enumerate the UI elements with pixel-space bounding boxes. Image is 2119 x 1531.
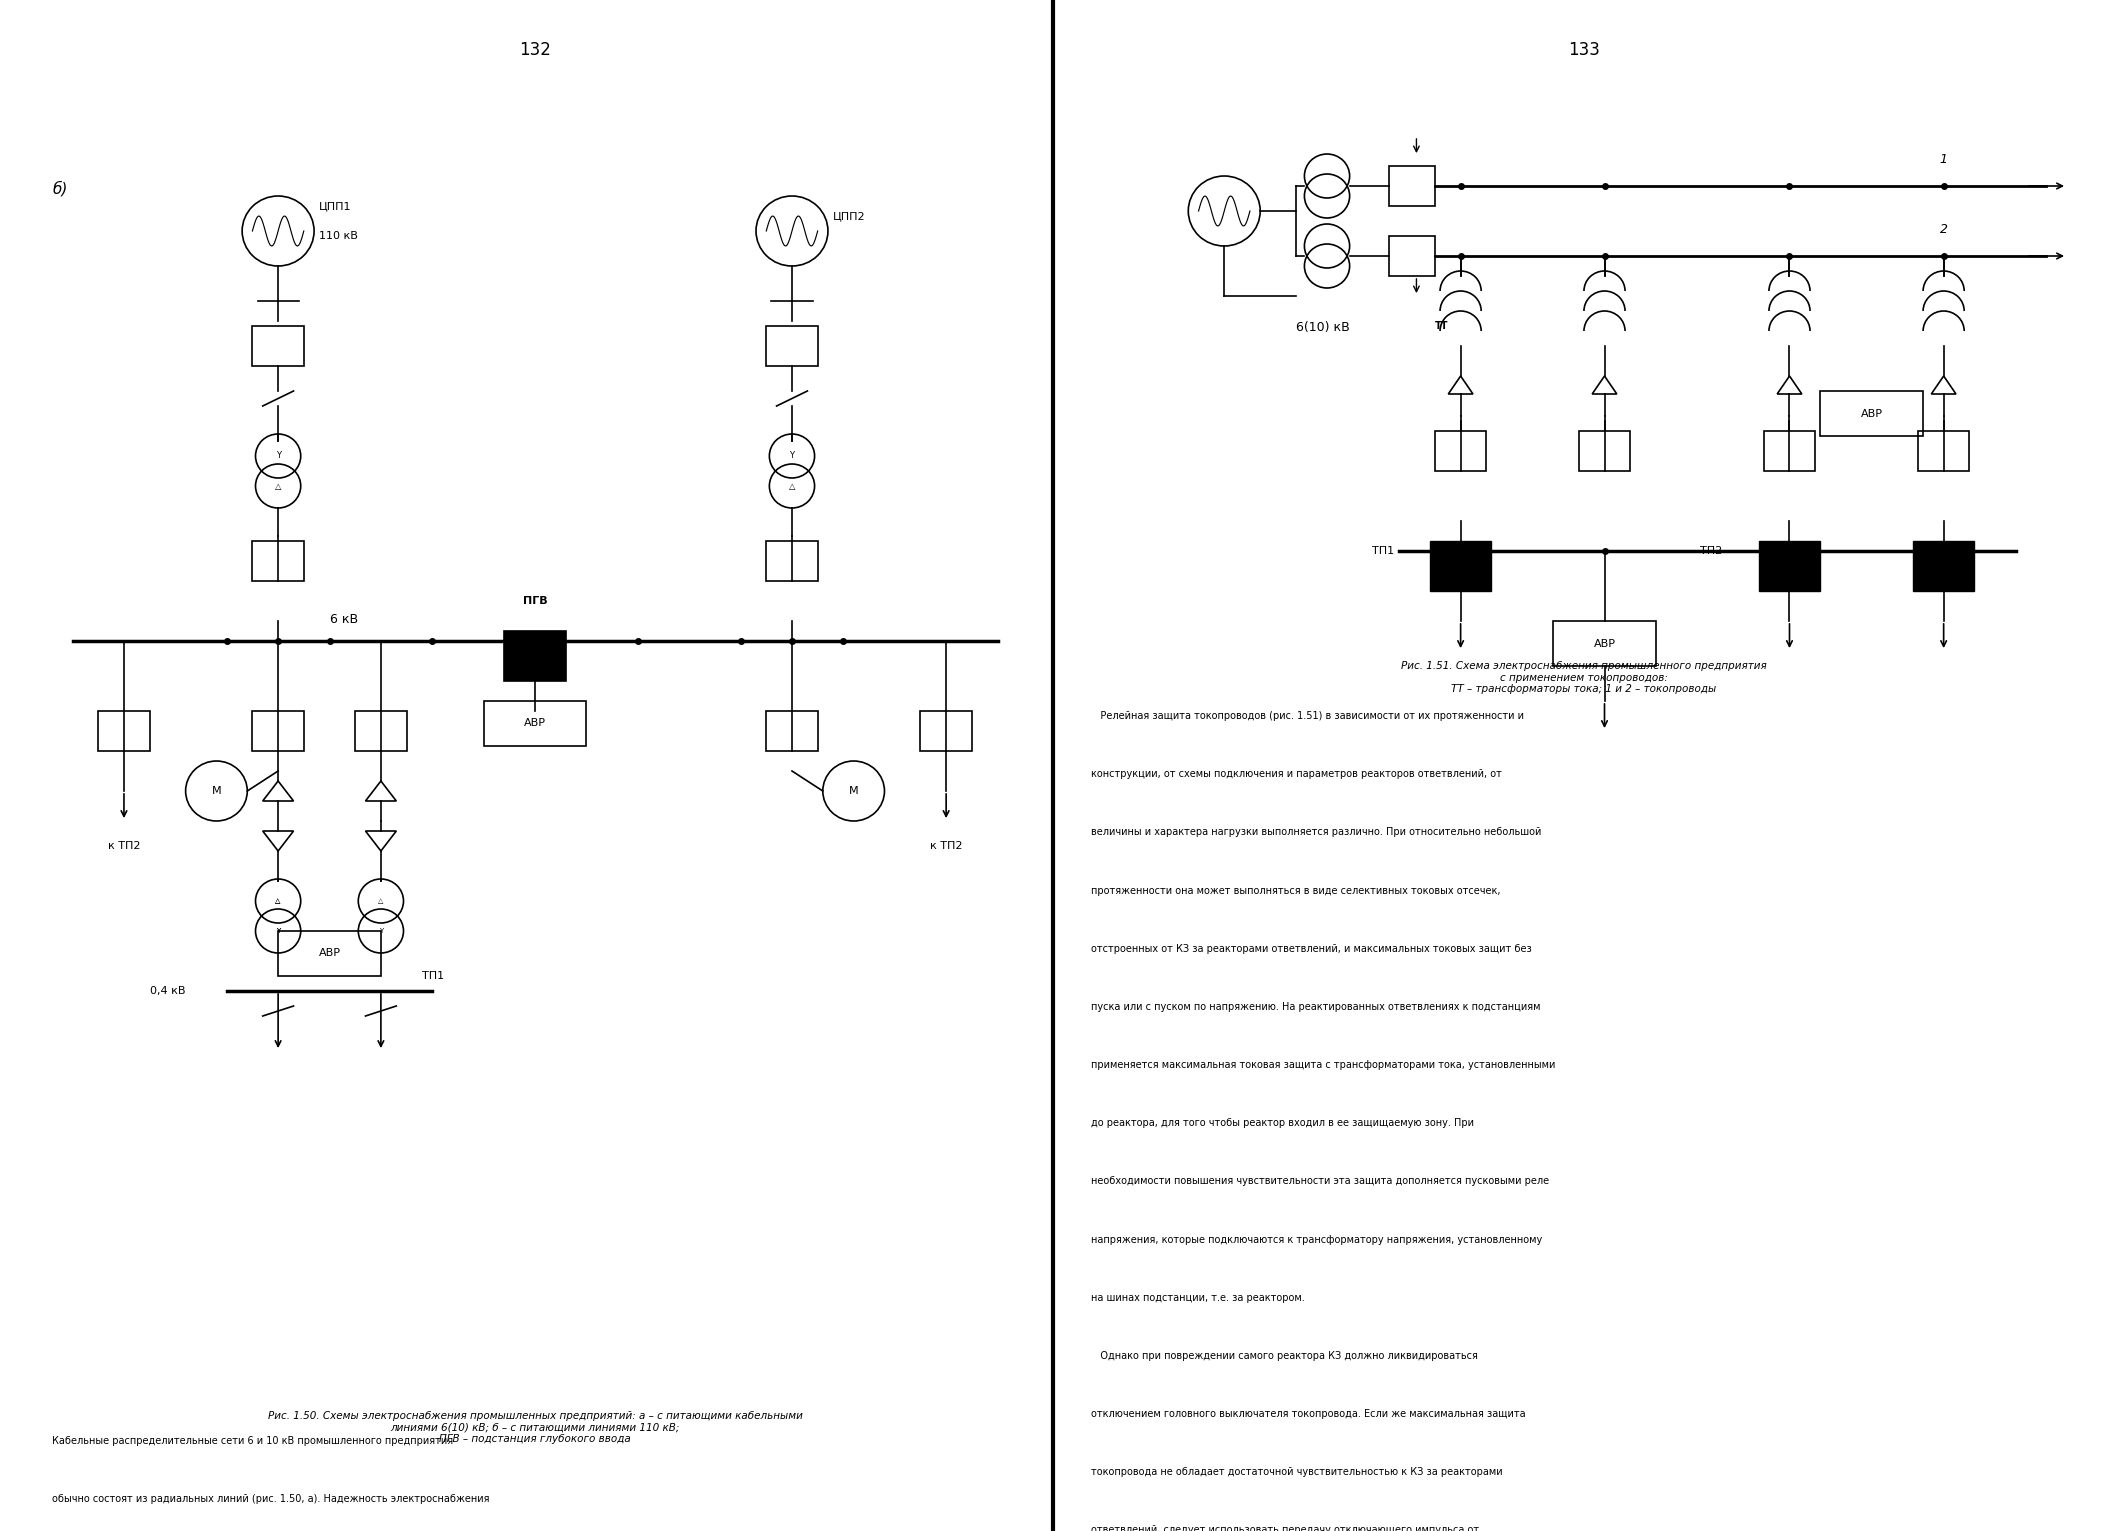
Bar xyxy=(252,710,303,752)
Text: Однако при повреждении самого реактора КЗ должно ликвидироваться: Однако при повреждении самого реактора К… xyxy=(1091,1350,1477,1361)
Text: ТТ: ТТ xyxy=(1435,322,1449,331)
Text: M: M xyxy=(850,785,858,796)
Text: обычно состоят из радиальных линий (рис. 1.50, а). Надежность электроснабжения: обычно состоят из радиальных линий (рис.… xyxy=(53,1494,489,1503)
Text: △: △ xyxy=(275,482,282,490)
Polygon shape xyxy=(1778,377,1801,393)
Text: б): б) xyxy=(53,181,68,196)
Text: АВР: АВР xyxy=(523,718,547,729)
Polygon shape xyxy=(364,781,396,801)
Text: АВР: АВР xyxy=(318,948,341,958)
Polygon shape xyxy=(1930,377,1956,393)
Text: до реактора, для того чтобы реактор входил в ее защищаемую зону. При: до реактора, для того чтобы реактор вход… xyxy=(1091,1118,1473,1128)
Text: Y: Y xyxy=(275,928,280,934)
Text: △: △ xyxy=(377,899,384,903)
Text: Y: Y xyxy=(379,928,384,934)
Text: Кабельные распределительные сети 6 и 10 кВ промышленного предприятия: Кабельные распределительные сети 6 и 10 … xyxy=(53,1436,453,1445)
Polygon shape xyxy=(1591,377,1617,393)
Bar xyxy=(278,931,381,975)
Polygon shape xyxy=(263,781,295,801)
Text: M: M xyxy=(212,785,220,796)
Polygon shape xyxy=(364,831,396,851)
Bar xyxy=(97,710,150,752)
Text: Y: Y xyxy=(790,452,795,461)
Text: △: △ xyxy=(788,482,795,490)
Text: к ТП2: к ТП2 xyxy=(108,841,140,851)
Text: необходимости повышения чувствительности эта защита дополняется пусковыми реле: необходимости повышения чувствительности… xyxy=(1091,1176,1549,1187)
Bar xyxy=(1759,540,1820,591)
Bar xyxy=(252,540,303,580)
Bar xyxy=(504,631,566,681)
Text: величины и характера нагрузки выполняется различно. При относительно небольшой: величины и характера нагрузки выполняетс… xyxy=(1091,827,1541,837)
Bar xyxy=(1579,432,1630,472)
Text: 1: 1 xyxy=(1939,153,1947,165)
Text: ПГВ: ПГВ xyxy=(523,596,547,606)
Text: 133: 133 xyxy=(1568,41,1600,60)
Text: отключением головного выключателя токопровода. Если же максимальная защита: отключением головного выключателя токопр… xyxy=(1091,1409,1526,1419)
Bar xyxy=(767,710,818,752)
Bar xyxy=(1388,165,1435,207)
Text: 6(10) кВ: 6(10) кВ xyxy=(1297,322,1350,334)
Text: 6 кВ: 6 кВ xyxy=(331,612,358,626)
Text: отстроенных от КЗ за реакторами ответвлений, и максимальных токовых защит без: отстроенных от КЗ за реакторами ответвле… xyxy=(1091,943,1532,954)
Polygon shape xyxy=(263,831,295,851)
Text: пуска или с пуском по напряжению. На реактированных ответвлениях к подстанциям: пуска или с пуском по напряжению. На реа… xyxy=(1091,1001,1541,1012)
Text: Рис. 1.50. Схемы электроснабжения промышленных предприятий: а – с питающими кабе: Рис. 1.50. Схемы электроснабжения промыш… xyxy=(267,1412,803,1444)
Text: 2: 2 xyxy=(1939,224,1947,236)
Text: ТП1: ТП1 xyxy=(422,971,445,981)
Text: ТП1: ТП1 xyxy=(1371,547,1394,556)
Bar xyxy=(920,710,973,752)
Text: 132: 132 xyxy=(519,41,551,60)
Text: ЦПП1: ЦПП1 xyxy=(320,201,352,211)
Text: ответвлений, следует использовать передачу отключающего импульса от: ответвлений, следует использовать переда… xyxy=(1091,1525,1479,1531)
Text: ЦПП2: ЦПП2 xyxy=(833,211,867,220)
Text: конструкции, от схемы подключения и параметров реакторов ответвлений, от: конструкции, от схемы подключения и пара… xyxy=(1091,769,1502,779)
Bar xyxy=(1430,540,1492,591)
Bar xyxy=(1913,540,1975,591)
Bar xyxy=(1820,390,1924,436)
Bar xyxy=(483,701,587,746)
Text: 0,4 кВ: 0,4 кВ xyxy=(150,986,186,997)
Bar xyxy=(1918,432,1969,472)
Polygon shape xyxy=(1447,377,1473,393)
Text: ТП2: ТП2 xyxy=(1699,547,1723,556)
Bar xyxy=(252,326,303,366)
Text: на шинах подстанции, т.е. за реактором.: на шинах подстанции, т.е. за реактором. xyxy=(1091,1292,1305,1303)
Text: применяется максимальная токовая защита с трансформаторами тока, установленными: применяется максимальная токовая защита … xyxy=(1091,1059,1555,1070)
Text: АВР: АВР xyxy=(1860,409,1882,419)
Text: 110 кВ: 110 кВ xyxy=(320,231,358,240)
Text: Y: Y xyxy=(275,928,280,934)
Text: Y: Y xyxy=(275,452,280,461)
Text: токопровода не обладает достаточной чувствительностью к КЗ за реакторами: токопровода не обладает достаточной чувс… xyxy=(1091,1467,1502,1477)
Bar xyxy=(356,710,407,752)
Bar xyxy=(1763,432,1816,472)
Bar xyxy=(767,326,818,366)
Text: △: △ xyxy=(275,899,282,903)
Bar xyxy=(1553,622,1655,666)
Bar xyxy=(1388,236,1435,276)
Text: к ТП2: к ТП2 xyxy=(930,841,962,851)
Text: Релейная защита токопроводов (рис. 1.51) в зависимости от их протяженности и: Релейная защита токопроводов (рис. 1.51)… xyxy=(1091,710,1524,721)
Text: Рис. 1.51. Схема электроснабжения промышленного предприятия
с применением токопр: Рис. 1.51. Схема электроснабжения промыш… xyxy=(1401,661,1767,694)
Text: АВР: АВР xyxy=(1593,638,1615,649)
Text: протяженности она может выполняться в виде селективных токовых отсечек,: протяженности она может выполняться в ви… xyxy=(1091,885,1500,896)
Bar xyxy=(1435,432,1485,472)
Text: △: △ xyxy=(275,899,282,903)
Bar xyxy=(767,540,818,580)
Text: напряжения, которые подключаются к трансформатору напряжения, установленному: напряжения, которые подключаются к транс… xyxy=(1091,1234,1543,1245)
